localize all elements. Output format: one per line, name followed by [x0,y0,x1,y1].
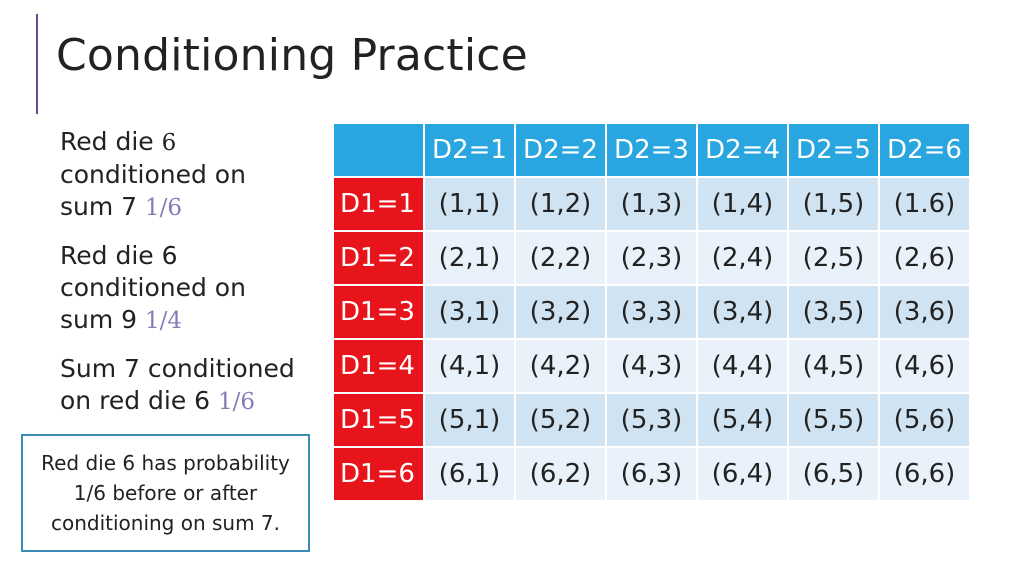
table-header-row: D2=1 D2=2 D2=3 D2=4 D2=5 D2=6 [332,122,971,178]
table-cell: (3,1) [423,284,516,340]
bullet-text: Red die 6 [60,241,178,270]
table-cell: (5,4) [696,392,789,448]
table-cell: (4,6) [878,338,971,394]
bullet-sum-7-on-red-die: Sum 7 conditioned on red die 6 1/6 [60,353,320,418]
table-cell: (6,6) [878,446,971,502]
table-cell: (5,5) [787,392,880,448]
column-header: D2=1 [423,122,516,178]
table-cell: (1,5) [787,176,880,232]
table-row: D1=4 (4,1) (4,2) (4,3) (4,4) (4,5) (4,6) [332,338,971,394]
column-header: D2=2 [514,122,607,178]
bullet-number: 6 [161,130,177,156]
table-cell: (6,5) [787,446,880,502]
title-accent-line [36,14,38,114]
callout-box: Red die 6 has probability 1/6 before or … [21,434,310,552]
table-cell: (2,5) [787,230,880,286]
table-cell: (4,4) [696,338,789,394]
table-cell: (5,1) [423,392,516,448]
table-cell: (6,3) [605,446,698,502]
callout-text: Red die 6 has probability 1/6 before or … [41,451,290,535]
row-header: D1=4 [332,338,425,394]
table-cell: (1,4) [696,176,789,232]
bullet-answer: 1/4 [145,308,183,334]
table-cell: (2,4) [696,230,789,286]
table-row: D1=2 (2,1) (2,2) (2,3) (2,4) (2,5) (2,6) [332,230,971,286]
row-header: D1=1 [332,176,425,232]
column-header: D2=4 [696,122,789,178]
table-cell: (1,2) [514,176,607,232]
bullet-answer: 1/6 [218,389,256,415]
dice-outcome-table: D2=1 D2=2 D2=3 D2=4 D2=5 D2=6 D1=1 (1,1)… [332,122,971,502]
bullet-text: sum 7 [60,192,146,221]
table-cell: (5,6) [878,392,971,448]
bullet-text: Red die [60,127,162,156]
bullet-answer: 1/6 [145,195,183,221]
table-cell: (5,3) [605,392,698,448]
table-cell: (2,6) [878,230,971,286]
table-cell: (3,4) [696,284,789,340]
bullet-red-die-on-sum-7: Red die 6 conditioned on sum 7 1/6 [60,126,320,224]
table-cell: (3,5) [787,284,880,340]
table-cell: (6,4) [696,446,789,502]
table-cell: (3,3) [605,284,698,340]
column-header: D2=3 [605,122,698,178]
table-cell: (1,1) [423,176,516,232]
row-header: D1=5 [332,392,425,448]
bullet-text: Sum 7 conditioned [60,354,295,383]
table-row: D1=5 (5,1) (5,2) (5,3) (5,4) (5,5) (5,6) [332,392,971,448]
table-row: D1=6 (6,1) (6,2) (6,3) (6,4) (6,5) (6,6) [332,446,971,502]
table-cell: (1.6) [878,176,971,232]
slide-title: Conditioning Practice [56,30,528,81]
table-cell: (2,3) [605,230,698,286]
table-cell: (3,6) [878,284,971,340]
table-cell: (2,2) [514,230,607,286]
row-header: D1=6 [332,446,425,502]
bullet-text: conditioned on [60,160,246,189]
table-cell: (5,2) [514,392,607,448]
bullet-text: on red die 6 [60,386,219,415]
table-cell: (2,1) [423,230,516,286]
bullet-red-die-on-sum-9: Red die 6 conditioned on sum 9 1/4 [60,240,320,337]
table-cell: (4,2) [514,338,607,394]
table-cell: (6,1) [423,446,516,502]
bullet-text: sum 9 [60,305,146,334]
column-header: D2=5 [787,122,880,178]
table-row: D1=1 (1,1) (1,2) (1,3) (1,4) (1,5) (1.6) [332,176,971,232]
table-corner-cell [332,122,425,178]
table-cell: (3,2) [514,284,607,340]
table-cell: (6,2) [514,446,607,502]
table-cell: (4,3) [605,338,698,394]
table-row: D1=3 (3,1) (3,2) (3,3) (3,4) (3,5) (3,6) [332,284,971,340]
bullet-text: conditioned on [60,273,246,302]
bullet-list: Red die 6 conditioned on sum 7 1/6 Red d… [60,126,320,434]
table-cell: (4,1) [423,338,516,394]
row-header: D1=2 [332,230,425,286]
row-header: D1=3 [332,284,425,340]
table-cell: (1,3) [605,176,698,232]
column-header: D2=6 [878,122,971,178]
table-cell: (4,5) [787,338,880,394]
